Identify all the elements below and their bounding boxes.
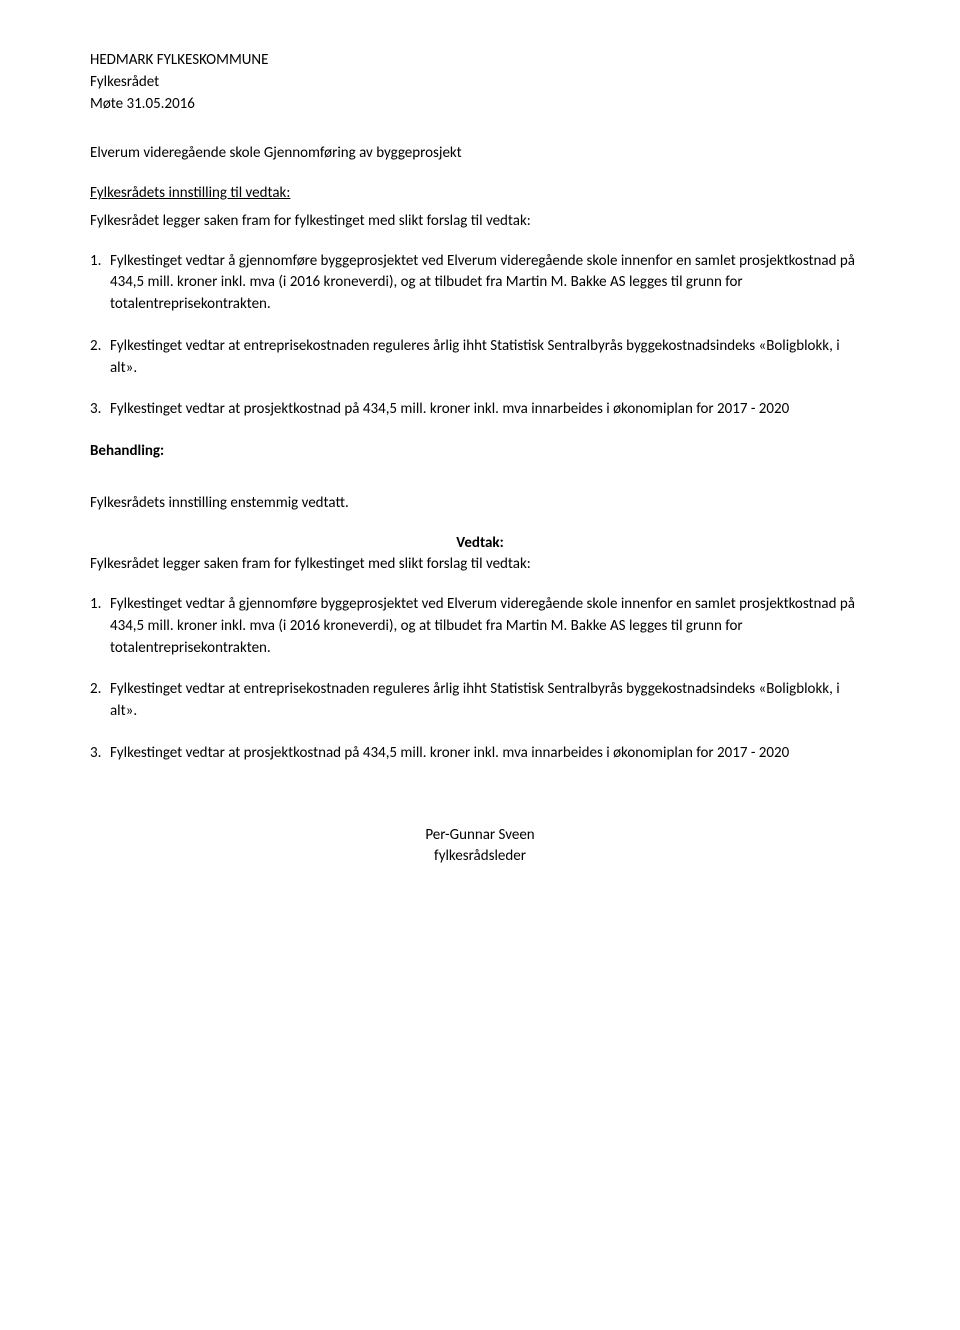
vedtak-item: 3. Fylkestinget vedtar at prosjektkostna… (90, 743, 870, 765)
item-number: 1. (90, 251, 110, 316)
item-number: 2. (90, 679, 110, 723)
org-name: HEDMARK FYLKESKOMMUNE (90, 50, 870, 72)
item-number: 1. (90, 594, 110, 659)
behandling-heading: Behandling: (90, 441, 870, 463)
innstilling-item: 3. Fylkestinget vedtar at prosjektkostna… (90, 399, 870, 421)
innstilling-item: 2. Fylkestinget vedtar at entreprisekost… (90, 336, 870, 380)
item-number: 3. (90, 399, 110, 421)
innstilling-intro: Fylkesrådet legger saken fram for fylkes… (90, 211, 870, 233)
item-text: Fylkestinget vedtar at prosjektkostnad p… (110, 399, 860, 421)
item-text: Fylkestinget vedtar at entreprisekostnad… (110, 336, 860, 380)
signature-block: Per-Gunnar Sveen fylkesrådsleder (90, 825, 870, 869)
document-title: Elverum videregående skole Gjennomføring… (90, 143, 870, 165)
signature-title: fylkesrådsleder (90, 846, 870, 868)
item-text: Fylkestinget vedtar at prosjektkostnad p… (110, 743, 860, 765)
signature-name: Per-Gunnar Sveen (90, 825, 870, 847)
innstilling-item: 1. Fylkestinget vedtar å gjennomføre byg… (90, 251, 870, 316)
behandling-text: Fylkesrådets innstilling enstemmig vedta… (90, 493, 870, 515)
meeting-date: Møte 31.05.2016 (90, 94, 870, 116)
item-text: Fylkestinget vedtar å gjennomføre byggep… (110, 594, 860, 659)
item-text: Fylkestinget vedtar å gjennomføre byggep… (110, 251, 860, 316)
dept-name: Fylkesrådet (90, 72, 870, 94)
item-number: 3. (90, 743, 110, 765)
vedtak-heading: Vedtak: (90, 533, 870, 555)
item-text: Fylkestinget vedtar at entreprisekostnad… (110, 679, 860, 723)
item-number: 2. (90, 336, 110, 380)
innstilling-heading: Fylkesrådets innstilling til vedtak: (90, 183, 870, 205)
vedtak-item: 1. Fylkestinget vedtar å gjennomføre byg… (90, 594, 870, 659)
vedtak-intro: Fylkesrådet legger saken fram for fylkes… (90, 554, 870, 576)
vedtak-item: 2. Fylkestinget vedtar at entreprisekost… (90, 679, 870, 723)
